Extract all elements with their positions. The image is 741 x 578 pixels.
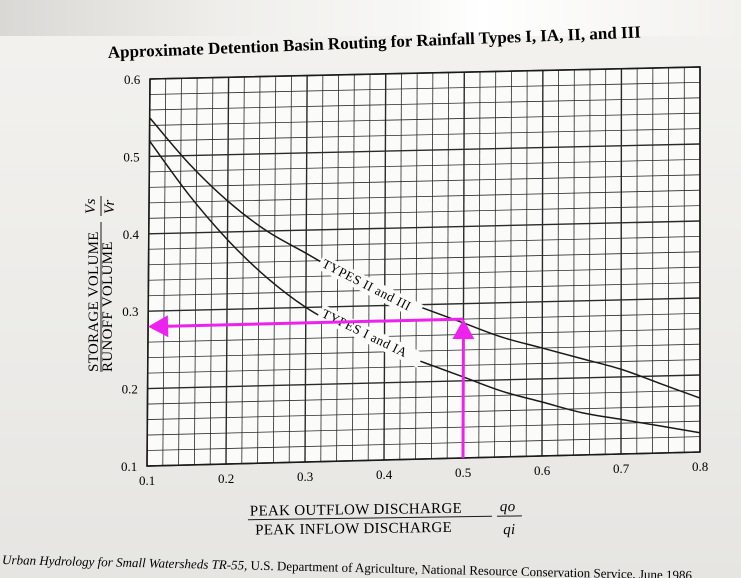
y-tick-label: 0.4 [123, 227, 140, 242]
grid-minor-v [351, 74, 355, 461]
grid-minor-h [147, 328, 701, 343]
annotation-arrow-head [148, 315, 169, 338]
grid-layer [146, 66, 701, 467]
grid-major-h [148, 297, 701, 312]
grid-major-h [149, 143, 701, 158]
grid-minor-v [446, 72, 449, 459]
x-tick-label: 0.4 [376, 467, 393, 482]
plot-frame [146, 66, 701, 467]
grid-minor-v [288, 75, 292, 463]
grid-minor-h [148, 205, 701, 219]
caption-rest: U.S. Department of Agriculture, National… [247, 558, 693, 578]
x-axis-label: PEAK OUTFLOW DISCHARGE PEAK INFLOW DISCH… [247, 499, 522, 539]
grid-minor-v [178, 78, 182, 466]
grid-minor-v [273, 76, 277, 463]
x-tick-label: 0.5 [455, 465, 471, 480]
x-ratio-denominator: qi [503, 522, 516, 538]
grid-minor-v [604, 69, 607, 455]
x-axis-label-line1: PEAK OUTFLOW DISCHARGE [250, 501, 462, 520]
grid-minor-v [399, 73, 402, 460]
grid-minor-v [241, 76, 245, 464]
x-tick-label: 0.2 [218, 471, 234, 486]
series-line [148, 140, 701, 434]
grid-minor-h [147, 436, 701, 451]
x-tick-label: 0.6 [534, 463, 551, 478]
y-ratio-denominator: Vr [102, 200, 118, 215]
grid-minor-v [367, 74, 371, 461]
series-label-bg [316, 304, 425, 368]
x-ratio-numerator: qo [500, 499, 516, 515]
grid-minor-h [148, 236, 701, 250]
x-tick-label: 0.8 [692, 459, 708, 474]
x-axis-label-line2: PEAK INFLOW DISCHARGE [255, 520, 452, 539]
y-tick-label: 0.3 [122, 304, 138, 319]
grid-minor-h [148, 266, 701, 281]
grid-minor-v [494, 71, 497, 458]
grid-minor-v [209, 77, 214, 465]
grid-minor-h [147, 343, 701, 359]
caption-italic: Urban Hydrology for Small Watersheds TR-… [2, 552, 248, 573]
page-top-shadow [0, 0, 741, 36]
grid-major-v [304, 75, 308, 463]
grid-major-v [541, 70, 544, 457]
grid-minor-h [149, 128, 701, 142]
series-label-bg [316, 254, 424, 320]
grid-minor-v [589, 69, 591, 455]
grid-minor-h [147, 390, 701, 405]
x-tick-label: 0.3 [297, 469, 313, 484]
y-ratio-numerator: Vs [83, 198, 99, 214]
chart-title: Approximate Detention Basin Routing for … [107, 23, 641, 62]
x-tick-label: 0.7 [613, 461, 630, 476]
grid-minor-h [149, 159, 701, 173]
x-tick-label: 0.1 [139, 473, 155, 488]
y-tick-label: 0.2 [122, 382, 138, 397]
grid-minor-h [149, 112, 701, 126]
grid-minor-h [149, 82, 701, 95]
y-tick-label: 0.1 [121, 459, 137, 474]
grid-minor-v [478, 71, 481, 458]
grid-minor-v [415, 73, 418, 460]
grid-minor-h [149, 174, 701, 188]
series-line [149, 117, 701, 399]
grid-minor-h [147, 359, 701, 374]
grid-minor-h [147, 420, 701, 436]
tick-labels: 0.1 0.2 0.3 0.4 0.5 0.6 0.7 0.8 0.1 0.2 0.3 0.4 0.5 0… [121, 72, 708, 488]
grid-minor-h [147, 405, 701, 420]
plot-background [147, 67, 700, 466]
grid-minor-v [430, 72, 434, 459]
grid-minor-v [194, 77, 198, 465]
y-axis-label-line1: STORAGE VOLUME [86, 231, 102, 372]
grid-major-v [225, 77, 230, 465]
source-caption: Urban Hydrology for Small Watersheds TR-… [2, 552, 693, 578]
y-axis-label: STORAGE VOLUME RUNOFF VOLUME Vs Vr [83, 196, 118, 372]
grid-minor-v [573, 69, 575, 456]
grid-major-h [147, 374, 701, 390]
grid-minor-v [525, 70, 528, 457]
y-tick-label: 0.6 [124, 72, 141, 87]
grid-minor-v [509, 71, 512, 457]
y-axis-label-line2: RUNOFF VOLUME [100, 241, 116, 372]
grid-major-v [383, 73, 387, 461]
grid-minor-h [149, 97, 701, 111]
grid-minor-h [148, 282, 701, 297]
annotation-arrow-shaft [168, 317, 464, 328]
annotation-arrow-head [452, 319, 475, 340]
grid-minor-v [162, 78, 167, 466]
y-tick-label: 0.5 [123, 149, 139, 164]
annotation-layer [148, 315, 475, 459]
grid-minor-v [557, 70, 559, 456]
grid-minor-h [149, 189, 701, 204]
grid-minor-h [148, 251, 701, 266]
grid-major-h [148, 220, 701, 235]
